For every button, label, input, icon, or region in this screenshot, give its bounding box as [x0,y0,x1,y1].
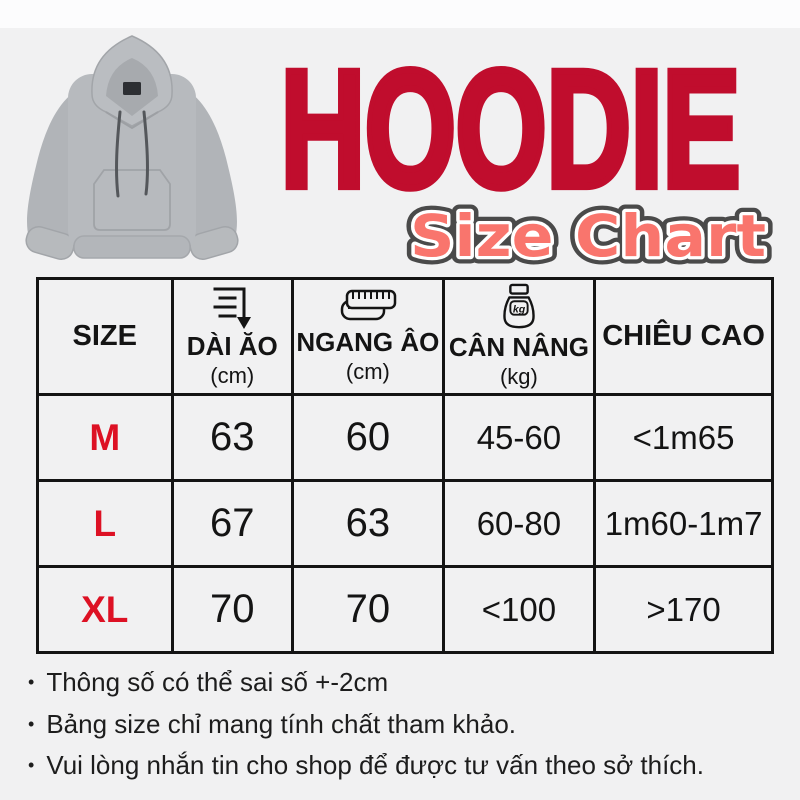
page-title: HOODIE [278,36,744,224]
note-item: • Vui lòng nhắn tin cho shop để được tư … [26,749,788,782]
hood-tag [123,82,141,95]
ngang-ao-unit: (cm) [345,358,390,384]
size-header-label: SIZE [72,320,137,352]
hoodie-product-photo [8,24,256,276]
size-cell: XL [36,565,174,654]
size-cell: M [36,393,174,482]
length-ruler-icon [213,287,252,330]
note-text: Thông số có thể sai số +-2cm [46,667,389,697]
value-cell: 70 [291,565,445,654]
can-nang-unit: (kg) [499,363,538,389]
note-item: • Thông số có thể sai số +-2cm [26,666,788,699]
value-cell: 70 [170,565,295,654]
table-row-m: M 63 60 45-60 <1m65 [36,393,774,482]
bullet-icon: • [28,672,35,692]
subtitle-size-chart: Size Chart Size Chart [398,194,778,280]
value-cell: 63 [170,393,295,482]
dai-ao-unit: (cm) [210,362,255,388]
col-header-can-nang: kg CÂN NÂNG (kg) [441,277,597,396]
ngang-ao-label: NGANG ÂO [296,327,440,358]
value-cell: >170 [593,565,774,654]
col-header-size: SIZE [36,277,174,396]
subtitle-outline-text: Size Chart [410,202,766,270]
dai-ao-label: DÀI ĂO [186,331,278,362]
value-cell: 60 [291,393,445,482]
notes-list: • Thông số có thể sai số +-2cm • Bảng si… [26,666,788,791]
col-header-ngang-ao: NGANG ÂO (cm) [291,277,445,396]
subtitle-text: Size Chart [410,202,766,270]
value-cell: 45-60 [441,393,597,482]
table-row-l: L 67 63 60-80 1m60-1m7 [36,479,774,568]
table-row-xl: XL 70 70 <100 >170 [36,565,774,654]
hoodie-illustration [25,35,239,261]
col-header-chieu-cao: CHIÊU CAO [593,277,774,396]
note-item: • Bảng size chỉ mang tính chất tham khảo… [26,708,788,741]
col-header-dai-ao: DÀI ĂO (cm) [170,277,295,396]
table-header-row: SIZE [36,277,774,396]
size-cell: L [36,479,174,568]
note-text: Vui lòng nhắn tin cho shop để được tư vấ… [46,750,704,780]
value-cell: 60-80 [441,479,597,568]
can-nang-label: CÂN NÂNG [448,332,589,363]
chieu-cao-label: CHIÊU CAO [602,320,765,352]
bullet-icon: • [28,755,35,775]
value-cell: <100 [441,565,597,654]
top-white-band [0,0,800,28]
value-cell: 67 [170,479,295,568]
tape-measure-icon [340,289,397,321]
kg-icon-text: kg [513,303,526,315]
note-text: Bảng size chỉ mang tính chất tham khảo. [46,708,517,739]
weight-kg-icon: kg [503,283,535,329]
value-cell: 1m60-1m7 [593,479,774,568]
bullet-icon: • [28,713,35,734]
value-cell: 63 [291,479,445,568]
size-table: SIZE [36,277,774,654]
value-cell: <1m65 [593,393,774,482]
